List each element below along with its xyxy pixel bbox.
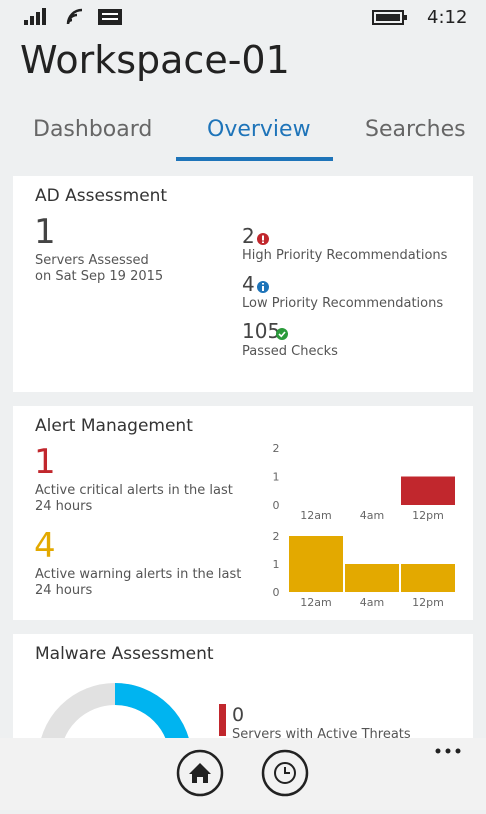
tab-active[interactable]: Overview bbox=[207, 117, 311, 142]
message-line bbox=[102, 18, 118, 20]
stat-value: 4 bbox=[242, 272, 255, 296]
warning-count: 4 bbox=[34, 526, 56, 566]
battery-level bbox=[376, 14, 400, 21]
wifi bbox=[66, 8, 83, 25]
battery bbox=[372, 10, 404, 25]
clock: 4:12 bbox=[427, 7, 468, 28]
servers-count: 1 bbox=[34, 212, 56, 252]
bar bbox=[345, 564, 399, 592]
card-title: Alert Management bbox=[35, 416, 193, 436]
signal bbox=[24, 20, 28, 25]
stat-label: High Priority Recommendations bbox=[242, 248, 448, 263]
x-tick-label: 12am bbox=[300, 596, 331, 609]
warning-label: Active warning alerts in the last 24 hou… bbox=[35, 567, 242, 598]
app-bar-icons bbox=[176, 748, 461, 797]
history-button[interactable] bbox=[261, 749, 309, 797]
battery-tip bbox=[404, 15, 407, 20]
app-bar bbox=[0, 738, 486, 810]
servers-label: Servers Assessed bbox=[35, 253, 149, 268]
bar bbox=[289, 536, 343, 592]
x-tick-label: 12am bbox=[300, 509, 331, 522]
stat-label: Passed Checks bbox=[242, 344, 338, 359]
y-tick-label: 2 bbox=[273, 442, 280, 455]
tab[interactable]: Searches bbox=[365, 117, 466, 142]
alert-card[interactable]: Alert Management 1 Active critical alert… bbox=[13, 406, 473, 620]
y-tick-label: 2 bbox=[273, 530, 280, 543]
message-icon bbox=[98, 9, 122, 25]
x-tick-label: 4am bbox=[360, 509, 384, 522]
tab[interactable]: Dashboard bbox=[33, 117, 153, 142]
ad-card[interactable]: AD Assessment 1 Servers Assessed on Sat … bbox=[13, 176, 473, 392]
x-tick-label: 12pm bbox=[412, 596, 444, 609]
date-label: on Sat Sep 19 2015 bbox=[35, 269, 164, 284]
check-icon bbox=[276, 328, 288, 340]
bar bbox=[401, 564, 455, 592]
y-tick-label: 0 bbox=[273, 586, 280, 599]
y-tick-label: 1 bbox=[273, 471, 280, 484]
signal bbox=[30, 16, 34, 25]
info-icon bbox=[257, 281, 269, 293]
tab-underline bbox=[176, 157, 333, 161]
y-tick-label: 0 bbox=[273, 499, 280, 512]
x-tick-label: 4am bbox=[360, 596, 384, 609]
card-title: AD Assessment bbox=[35, 186, 168, 206]
stat-label: Low Priority Recommendations bbox=[242, 296, 444, 311]
alert-charts: 0 1 2 12am 4am 12pm 0 1 2 12am 4am 12pm bbox=[273, 442, 455, 609]
x-tick-label: 12pm bbox=[412, 509, 444, 522]
stat-value: 2 bbox=[242, 224, 255, 248]
threat-bar bbox=[219, 704, 226, 736]
y-tick-label: 1 bbox=[273, 558, 280, 571]
page-title: Workspace-01 bbox=[20, 38, 290, 82]
stat-value: 105 bbox=[242, 319, 281, 343]
error-icon bbox=[257, 233, 269, 245]
status-icons bbox=[24, 8, 407, 25]
threat-count: 0 bbox=[232, 704, 245, 726]
message-line bbox=[102, 13, 118, 15]
home-button[interactable] bbox=[176, 749, 224, 797]
critical-count: 1 bbox=[34, 442, 56, 482]
status-bar: 4:12 bbox=[0, 0, 486, 36]
more-button[interactable] bbox=[435, 748, 461, 754]
bar bbox=[401, 476, 455, 505]
signal bbox=[36, 12, 40, 25]
signal bbox=[42, 8, 46, 25]
card-title: Malware Assessment bbox=[35, 644, 214, 664]
critical-label: Active critical alerts in the last 24 ho… bbox=[35, 483, 233, 514]
